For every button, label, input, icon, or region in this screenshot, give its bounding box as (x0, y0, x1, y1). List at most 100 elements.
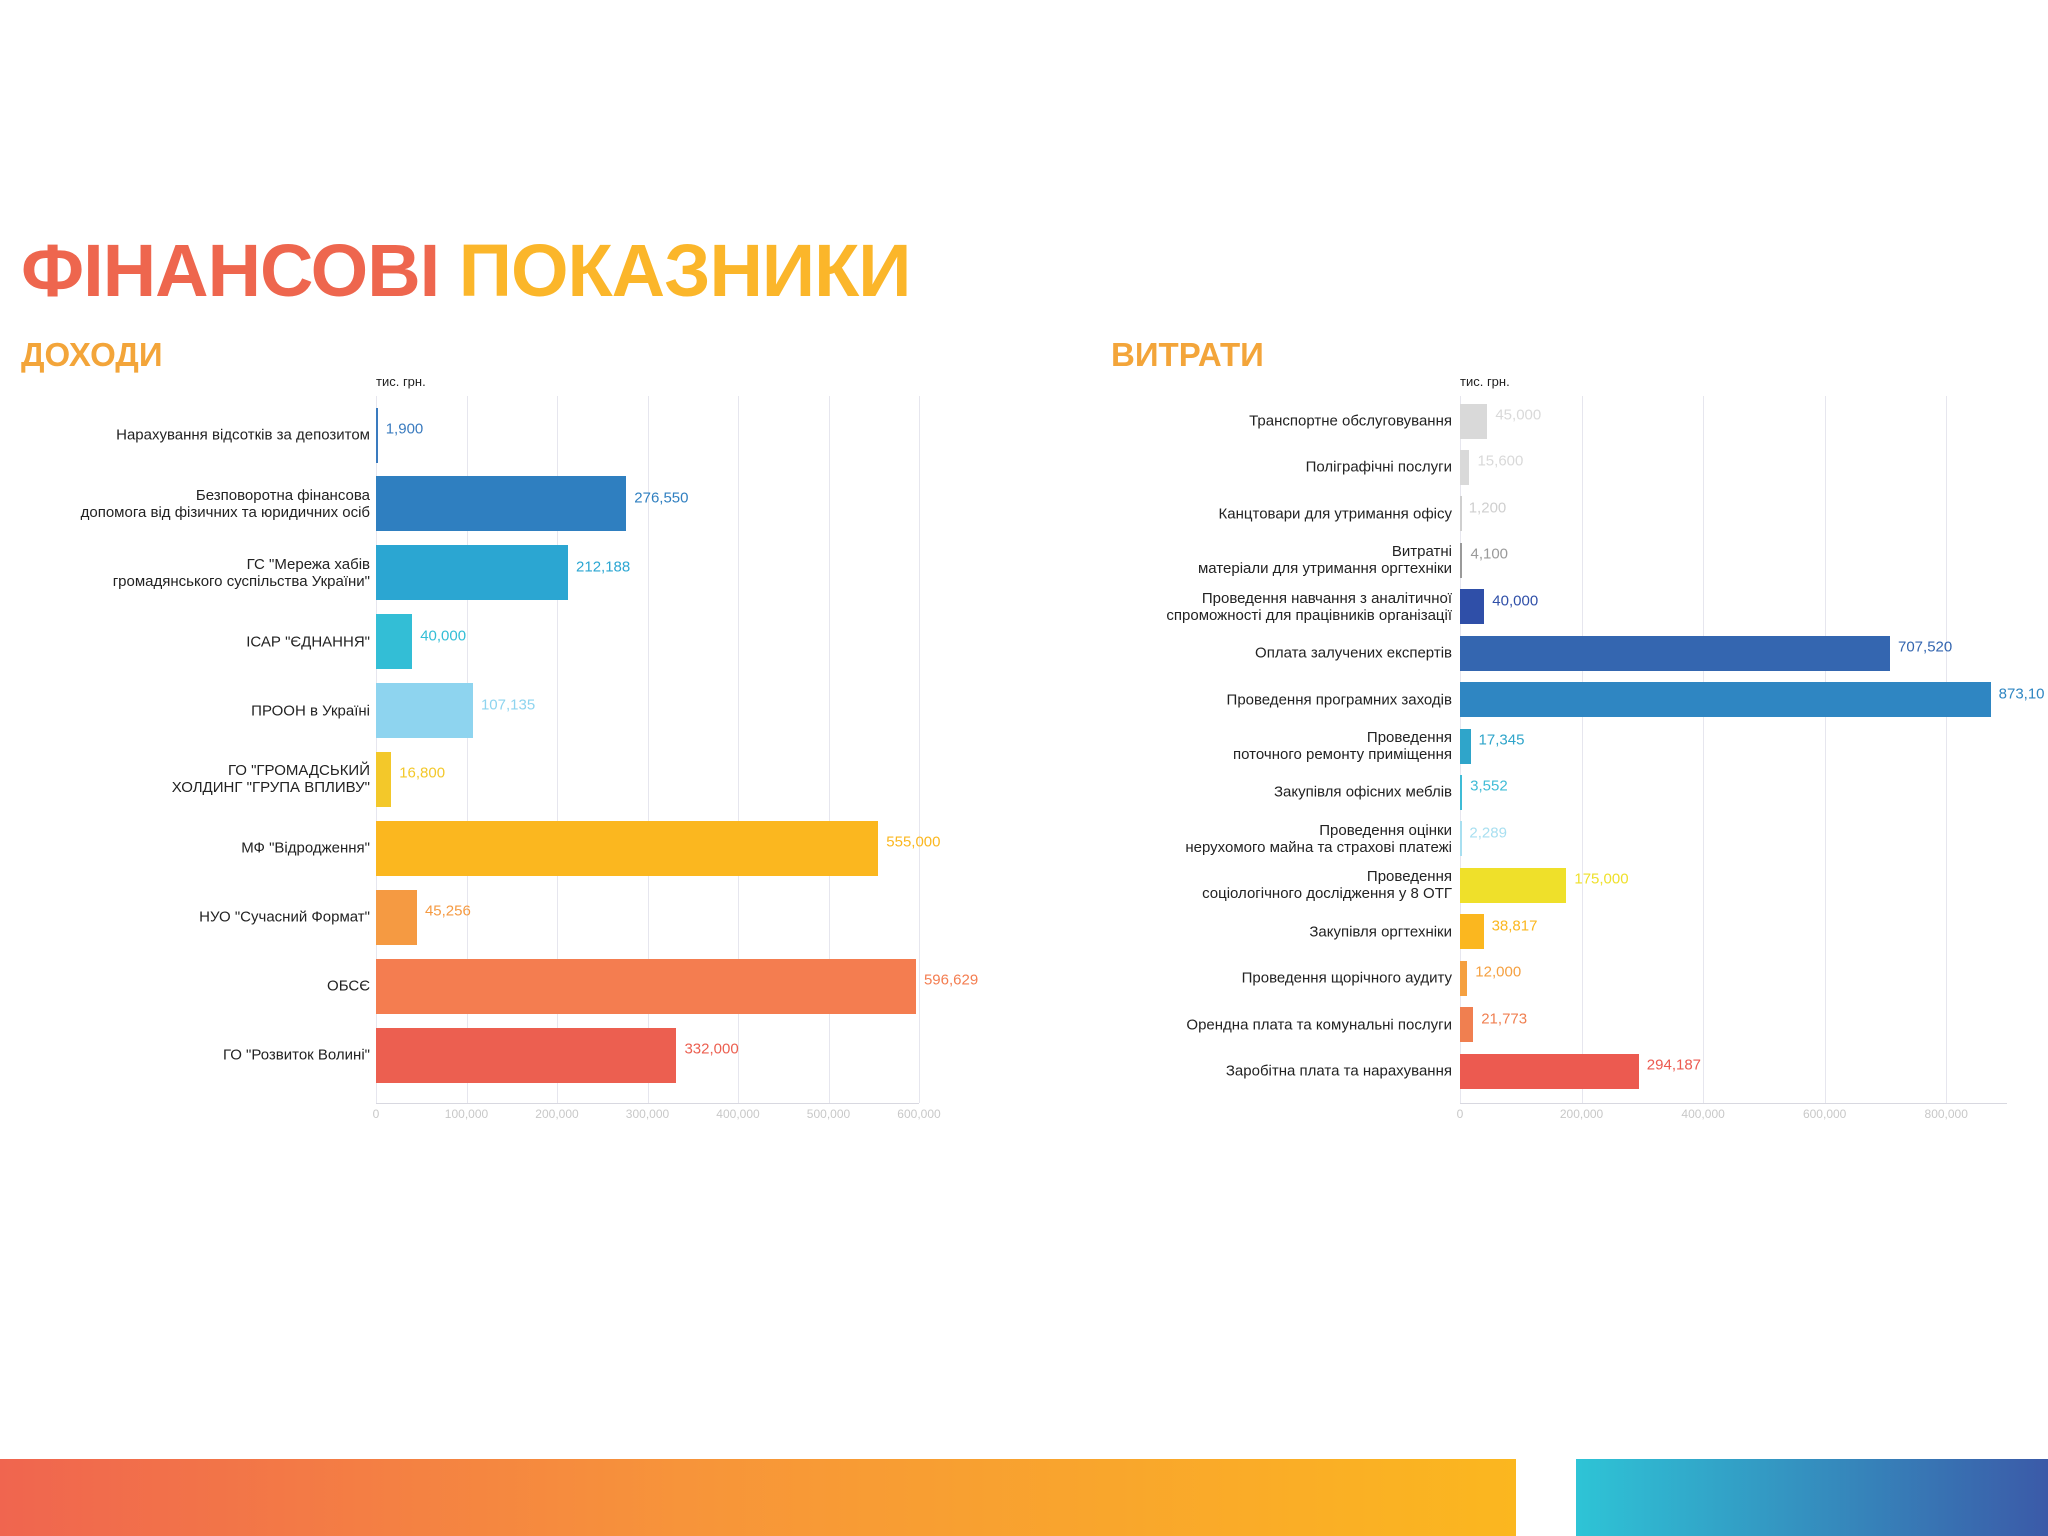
x-tick-label: 200,000 (1559, 1107, 1604, 1121)
grid-line (738, 396, 739, 1103)
axis-unit: тис. грн. (1460, 374, 1510, 389)
category-label: ГО "Розвиток Волині" (222, 1046, 370, 1064)
grid-line (1581, 396, 1583, 1103)
value-label: 40,000 (1492, 592, 1539, 610)
bar (1460, 635, 1890, 671)
x-axis (1460, 1103, 2007, 1104)
grid-line (1703, 396, 1705, 1103)
grid-line (1824, 396, 1826, 1103)
axis-unit: тис. грн. (376, 374, 426, 389)
bar (1460, 682, 1991, 718)
category-label: Нарахування відсотків за депозитом (116, 426, 370, 444)
value-label: 1,200 (1468, 499, 1507, 517)
value-label: 212,188 (576, 558, 631, 576)
section-title: ДОХОДИ (21, 336, 163, 373)
value-label: 45,000 (1495, 406, 1542, 424)
title-part: ПОКАЗНИКИ (458, 229, 912, 312)
bar (376, 820, 879, 876)
grid-line (1946, 396, 1948, 1103)
bar (1460, 496, 1462, 532)
footer-stripe (0, 1459, 1516, 1536)
bar (1460, 960, 1468, 996)
value-label: 707,520 (1898, 638, 1953, 656)
title-part: ФІНАНСОВІ (21, 229, 440, 312)
bar (376, 545, 569, 601)
category-label: Канцтовари для утримання офісу (1218, 505, 1452, 523)
slide-title: ФІНАНСОВІ ПОКАЗНИКИ (21, 228, 912, 313)
category-label: Поліграфічні послуги (1305, 458, 1452, 476)
x-tick-label: 600,000 (1802, 1107, 1847, 1121)
value-label: 276,550 (634, 489, 689, 507)
category-label: Проведення програмних заходів (1226, 691, 1452, 709)
value-label: 555,000 (886, 833, 941, 851)
category-label: Заробітна плата та нарахування (1225, 1062, 1452, 1080)
category-label: Проведення навчання з аналітичної спромо… (1166, 589, 1452, 624)
bar (1460, 589, 1485, 625)
category-label: Оплата залучених експертів (1255, 644, 1452, 662)
grid-line (376, 396, 377, 1103)
category-label: Проведення щорічного аудиту (1241, 969, 1452, 987)
value-label: 1,900 (385, 420, 424, 438)
category-label: Закупівля офісних меблів (1273, 783, 1452, 801)
grid-line (828, 396, 830, 1103)
category-label: ГС "Мережа хабів громадянського суспільс… (112, 555, 370, 590)
category-label: Проведення поточного ремонту приміщення (1233, 729, 1452, 763)
bar (1460, 1007, 1474, 1043)
grid-line (466, 396, 468, 1103)
x-tick-label: 0 (1456, 1107, 1464, 1121)
category-label: ІСАР "ЄДНАННЯ" (246, 633, 370, 651)
bar (1460, 728, 1471, 764)
category-label: Витратні матеріали для утримання оргтехн… (1197, 543, 1452, 578)
bar (1460, 542, 1463, 578)
x-tick-label: 100,000 (444, 1107, 489, 1121)
category-label: МФ "Відродження" (241, 839, 370, 857)
grid-line (557, 396, 558, 1103)
bar (376, 407, 378, 463)
x-axis (376, 1103, 919, 1104)
bar (1460, 1053, 1639, 1089)
value-label: 15,600 (1477, 452, 1524, 470)
category-label: ОБСЄ (327, 977, 370, 995)
grid-line (647, 396, 649, 1103)
category-label: Орендна плата та комунальні послуги (1186, 1016, 1452, 1034)
bar (376, 889, 417, 945)
category-label: Транспортне обслуговування (1249, 412, 1452, 430)
value-label: 21,773 (1481, 1010, 1528, 1028)
grid-line (919, 396, 920, 1103)
value-label: 107,135 (480, 696, 536, 714)
x-tick-label: 500,000 (806, 1107, 851, 1121)
category-label: ГО "ГРОМАДСЬКИЙ ХОЛДИНГ "ГРУПА ВПЛИВУ" (171, 762, 370, 797)
x-tick-label: 800,000 (1924, 1107, 1968, 1121)
section-title: ВИТРАТИ (1111, 336, 1264, 373)
value-label: 16,800 (399, 764, 446, 782)
bar (1460, 774, 1463, 810)
bar (376, 476, 627, 532)
footer-stripe (1576, 1459, 2048, 1536)
category-label: Проведення оцінки нерухомого майна та ст… (1185, 821, 1452, 856)
bar (376, 614, 413, 670)
value-label: 3,552 (1470, 777, 1508, 795)
x-tick-label: 400,000 (716, 1107, 760, 1121)
value-label: 17,345 (1478, 731, 1525, 749)
bar (1460, 403, 1488, 439)
x-tick-label: 200,000 (535, 1107, 579, 1121)
bar (376, 683, 473, 739)
category-label: Проведення соціологічного дослідження у … (1202, 868, 1452, 903)
value-label: 45,256 (424, 902, 471, 920)
value-label: 873,10 (1998, 685, 2045, 703)
value-label: 4,100 (1470, 545, 1509, 563)
bar (1460, 914, 1484, 950)
x-tick-label: 400,000 (1681, 1107, 1725, 1121)
value-label: 596,629 (923, 971, 979, 989)
value-label: 332,000 (684, 1040, 739, 1058)
bar (376, 1027, 677, 1083)
x-tick-label: 600,000 (897, 1107, 941, 1121)
x-tick-label: 0 (372, 1107, 380, 1121)
x-tick-label: 300,000 (625, 1107, 670, 1121)
value-label: 294,187 (1646, 1056, 1702, 1074)
category-label: Безповоротна фінансова допомога від фізи… (80, 486, 370, 521)
bar (376, 751, 392, 807)
value-label: 40,000 (420, 627, 467, 645)
value-label: 38,817 (1491, 917, 1538, 935)
